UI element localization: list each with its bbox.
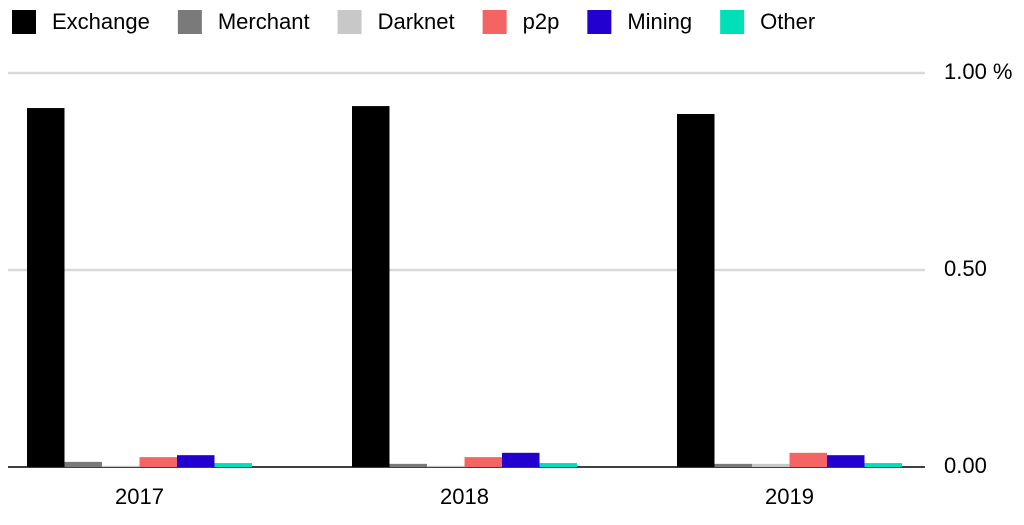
bar xyxy=(27,108,65,467)
legend-swatch xyxy=(587,10,612,34)
bar xyxy=(502,452,540,467)
bar xyxy=(64,461,102,467)
x-tick-label: 2019 xyxy=(765,484,814,509)
bar xyxy=(677,113,715,467)
bar xyxy=(102,465,140,467)
legend-label: Merchant xyxy=(218,9,310,34)
bar xyxy=(464,457,502,467)
legend-label: p2p xyxy=(523,9,560,34)
bar xyxy=(389,463,427,467)
bar xyxy=(427,465,465,467)
legend-label: Other xyxy=(760,9,815,34)
x-tick-label: 2018 xyxy=(440,484,489,509)
legend-swatch xyxy=(177,10,202,34)
legend-swatch xyxy=(720,10,745,34)
legend-label: Darknet xyxy=(378,9,455,34)
legend-swatch xyxy=(482,10,507,34)
legend-label: Mining xyxy=(627,9,692,34)
legend-label: Exchange xyxy=(52,9,150,34)
y-tick-label: 0.50 xyxy=(944,256,987,281)
bar xyxy=(352,106,390,467)
bar xyxy=(214,463,252,467)
bar xyxy=(539,463,577,467)
bar xyxy=(714,463,752,467)
bar xyxy=(752,463,790,467)
bar xyxy=(139,457,177,467)
bar xyxy=(789,452,827,467)
y-tick-label: 0.00 xyxy=(944,453,987,478)
y-tick-label: 1.00 % xyxy=(944,59,1013,84)
legend-swatch xyxy=(12,10,36,34)
bar xyxy=(864,463,902,467)
bar xyxy=(827,455,865,467)
legend-swatch xyxy=(337,10,362,34)
bar xyxy=(177,455,215,467)
x-tick-label: 2017 xyxy=(115,484,164,509)
